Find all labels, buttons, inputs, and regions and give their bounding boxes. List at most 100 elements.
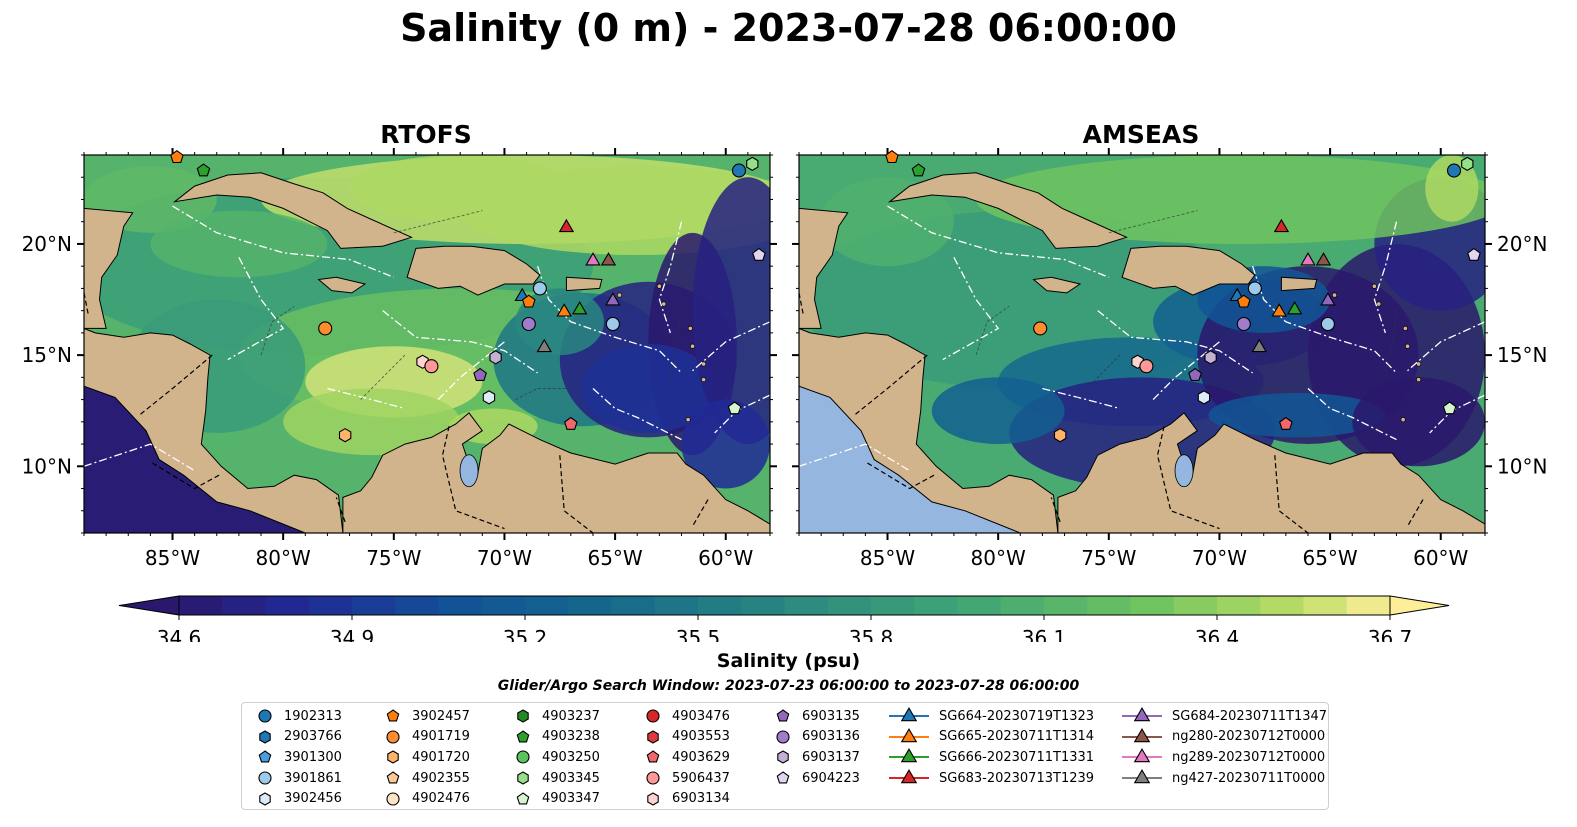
observation-marker bbox=[556, 303, 572, 317]
lon-tick-label: 60°W bbox=[698, 546, 753, 570]
legend-column: SG684-20230711T1347 ng280-20230712T0000 ng… bbox=[1120, 706, 1327, 788]
legend-item-label: 3901300 bbox=[284, 749, 342, 765]
circle-marker-icon bbox=[258, 771, 272, 785]
observation-marker bbox=[752, 247, 766, 261]
legend-item: 4903347 bbox=[512, 788, 600, 809]
observation-marker bbox=[585, 252, 601, 266]
legend-item: 3902457 bbox=[382, 706, 470, 727]
observation-marker bbox=[532, 281, 547, 296]
colorbar-label: Salinity (psu) bbox=[716, 650, 861, 672]
figure-title: Salinity (0 m) - 2023-07-28 06:00:00 bbox=[400, 6, 1177, 50]
observation-marker bbox=[521, 294, 536, 308]
rtofs-map: 85°W 80°W 75°W 70°W 65°W 60°W 20°N 15°N 10°N bbox=[22, 148, 777, 570]
legend-item-label: 1902313 bbox=[284, 708, 342, 724]
observation-marker bbox=[536, 338, 552, 353]
legend-item: 4901720 bbox=[382, 747, 470, 768]
triangle-marker-icon bbox=[889, 748, 929, 763]
observation-marker bbox=[605, 292, 621, 306]
lat-tick-label: 15°N bbox=[22, 343, 72, 367]
observation-marker bbox=[731, 163, 747, 178]
observation-marker bbox=[482, 390, 496, 405]
legend-item: 6903137 bbox=[772, 747, 860, 768]
hexagon-marker-icon bbox=[387, 750, 399, 765]
colorbar-tick-label: 34.6 bbox=[157, 626, 202, 642]
legend-item-label: ng280-20230712T0000 bbox=[1172, 729, 1326, 745]
legend-item: 6903136 bbox=[772, 727, 860, 748]
triangle-marker-icon bbox=[889, 707, 929, 722]
legend-item-label: ng289-20230712T0000 bbox=[1172, 749, 1326, 765]
lon-tick-label: 65°W bbox=[1302, 546, 1357, 570]
legend-item-label: 6903135 bbox=[802, 708, 860, 724]
observation-marker bbox=[1247, 281, 1262, 296]
legend-item: SG666-20230711T1331 bbox=[887, 747, 1094, 768]
circle-marker-icon bbox=[516, 750, 530, 765]
legend-item: 4902355 bbox=[382, 768, 470, 789]
observation-marker bbox=[600, 252, 617, 266]
legend-item-label: 6903136 bbox=[802, 729, 860, 745]
observation-marker bbox=[338, 428, 352, 443]
observation-marker bbox=[1204, 350, 1217, 365]
observation-marker bbox=[1467, 247, 1481, 261]
observation-marker bbox=[1461, 156, 1474, 172]
search-window-text: Glider/Argo Search Window: 2023-07-23 06… bbox=[497, 678, 1080, 694]
triangle-marker-icon bbox=[889, 727, 929, 743]
circle-marker-icon bbox=[646, 771, 660, 785]
hexagon-marker-icon bbox=[259, 730, 271, 744]
legend-item-label: 4903553 bbox=[672, 729, 730, 745]
legend-column: SG664-20230719T1323 SG665-20230711T1314 SG… bbox=[887, 706, 1094, 788]
legend-item-label: 4903237 bbox=[542, 708, 600, 724]
legend-column: 4903476 4903553 4903629 5906437 6903134 bbox=[642, 706, 730, 809]
legend-column: 6903135 6903136 6903137 6904223 bbox=[772, 706, 860, 788]
legend-item: 3901861 bbox=[254, 768, 342, 789]
circle-marker-icon bbox=[386, 792, 400, 806]
legend-item: 3901300 bbox=[254, 747, 342, 768]
legend-item-label: SG666-20230711T1331 bbox=[939, 749, 1095, 765]
observation-marker bbox=[318, 321, 333, 336]
legend-item-label: 4901719 bbox=[412, 729, 470, 745]
lon-tick-label: 70°W bbox=[1192, 546, 1247, 570]
legend-item-label: 4903238 bbox=[542, 729, 600, 745]
lat-tick-label: 10°N bbox=[22, 454, 72, 478]
observation-marker bbox=[1320, 316, 1335, 332]
legend-item-label: 6903134 bbox=[672, 791, 730, 807]
colorbar-tick-label: 36.4 bbox=[1195, 626, 1240, 642]
legend-item-label: SG665-20230711T1314 bbox=[939, 729, 1095, 745]
legend-item-label: 4902476 bbox=[412, 791, 470, 807]
legend-item: SG684-20230711T1347 bbox=[1120, 706, 1327, 727]
observation-marker bbox=[1273, 218, 1290, 233]
legend-item-label: SG684-20230711T1347 bbox=[1172, 708, 1328, 724]
lon-tick-label: 80°W bbox=[256, 546, 311, 570]
pentagon-marker-icon bbox=[516, 730, 530, 743]
observation-marker bbox=[1251, 338, 1267, 353]
lon-tick-label: 85°W bbox=[145, 546, 200, 570]
observation-marker bbox=[473, 367, 487, 381]
observation-marker bbox=[424, 359, 439, 374]
triangle-marker-icon bbox=[889, 769, 929, 784]
legend-item-label: 5906437 bbox=[672, 770, 730, 786]
legend-item: 4903345 bbox=[512, 768, 600, 789]
pentagon-marker-icon bbox=[776, 709, 790, 722]
observation-marker bbox=[1320, 292, 1336, 306]
hexagon-marker-icon bbox=[647, 730, 659, 744]
legend-item-label: 3901861 bbox=[284, 770, 342, 786]
hexagon-marker-icon bbox=[259, 792, 271, 806]
lon-tick-label: 75°W bbox=[366, 546, 421, 570]
legend-item-label: SG683-20230713T1239 bbox=[939, 770, 1095, 786]
observation-marker bbox=[521, 316, 536, 332]
observation-marker bbox=[196, 163, 211, 177]
legend: 1902313 2903766 3901300 3901861 3902456 39024… bbox=[241, 702, 1329, 810]
observation-marker bbox=[1236, 294, 1251, 308]
legend-item: ng289-20230712T0000 bbox=[1120, 747, 1327, 768]
legend-item-label: 6903137 bbox=[802, 749, 860, 765]
hexagon-marker-icon bbox=[647, 792, 659, 806]
map-panels: 85°W 80°W 75°W 70°W 65°W 60°W 20°N 15°N 10°N 85°… bbox=[22, 148, 1547, 570]
colorbar: 34.6 34.9 35.2 35.5 35.8 36.1 36.4 36.7 bbox=[118, 595, 1450, 642]
lon-tick-label: 75°W bbox=[1081, 546, 1136, 570]
legend-item: ng280-20230712T0000 bbox=[1120, 727, 1327, 748]
colorbar-tick-label: 36.7 bbox=[1368, 626, 1413, 642]
circle-marker-icon bbox=[776, 730, 790, 744]
colorbar-tick-label: 35.8 bbox=[849, 626, 894, 642]
observation-marker bbox=[1442, 401, 1457, 415]
lon-tick-label: 85°W bbox=[860, 546, 915, 570]
legend-item: 4903238 bbox=[512, 727, 600, 748]
